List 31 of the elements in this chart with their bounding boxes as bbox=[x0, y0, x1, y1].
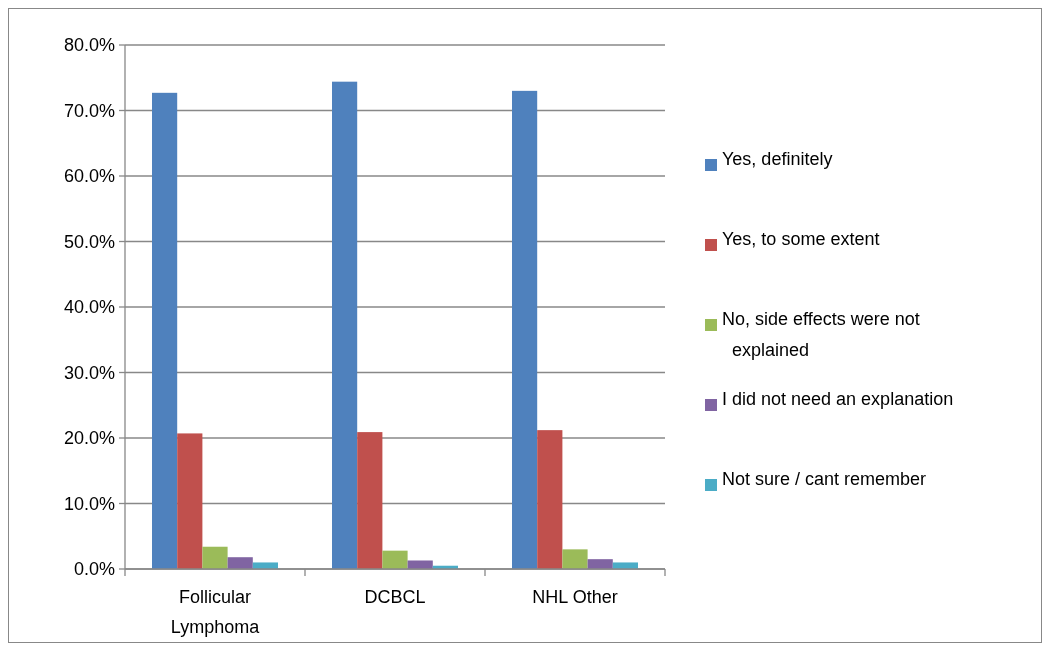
bar bbox=[357, 432, 383, 569]
bar bbox=[382, 550, 408, 569]
bar bbox=[537, 430, 563, 569]
bar bbox=[612, 562, 638, 569]
bar bbox=[587, 559, 613, 569]
legend-label: Yes, to some extent bbox=[722, 229, 880, 249]
y-tick-label: 20.0% bbox=[63, 428, 115, 449]
x-tick-label: Follicular Lymphoma bbox=[170, 587, 261, 637]
legend-label: Not sure / cant remember bbox=[722, 469, 927, 489]
y-tick-label: 70.0% bbox=[63, 100, 115, 121]
legend-label: Yes, definitely bbox=[722, 149, 833, 169]
bar bbox=[227, 557, 253, 569]
legend-label: I did not need an explanation bbox=[722, 389, 954, 409]
y-tick-label: 10.0% bbox=[63, 493, 115, 514]
y-tick-label: 40.0% bbox=[63, 297, 115, 318]
bar bbox=[152, 92, 178, 569]
bar bbox=[177, 433, 203, 569]
x-tick-label: DCBCL bbox=[364, 587, 426, 607]
bar bbox=[252, 562, 278, 569]
y-tick-label: 80.0% bbox=[63, 35, 115, 56]
y-tick-label: 30.0% bbox=[63, 362, 115, 383]
legend-label: No, side effects were not explained bbox=[722, 309, 920, 360]
y-tick-label: 60.0% bbox=[63, 166, 115, 187]
bar bbox=[332, 81, 358, 569]
y-tick-label: 0.0% bbox=[73, 559, 115, 580]
bar bbox=[202, 546, 228, 569]
bar bbox=[407, 560, 433, 569]
x-tick-label: NHL Other bbox=[532, 587, 618, 607]
bar bbox=[562, 549, 588, 569]
bar bbox=[512, 90, 538, 569]
y-tick-label: 50.0% bbox=[63, 231, 115, 252]
